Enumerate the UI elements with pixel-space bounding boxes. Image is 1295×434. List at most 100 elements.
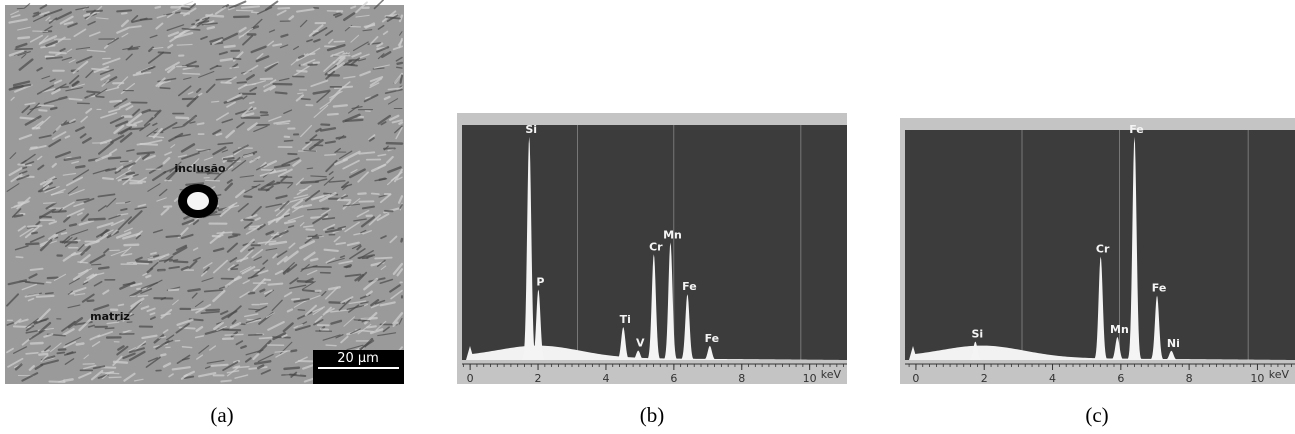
texture-stroke xyxy=(299,19,308,28)
texture-stroke xyxy=(302,225,314,228)
texture-stroke xyxy=(212,259,229,274)
x-tick-label: 4 xyxy=(1049,372,1056,385)
texture-stroke xyxy=(183,77,192,80)
texture-stroke xyxy=(325,286,339,300)
texture-stroke xyxy=(108,108,121,113)
texture-stroke xyxy=(283,109,293,114)
texture-stroke xyxy=(303,150,317,152)
texture-stroke xyxy=(24,161,35,166)
texture-stroke xyxy=(25,352,39,355)
texture-stroke xyxy=(31,231,38,235)
texture-stroke xyxy=(268,240,288,246)
texture-stroke xyxy=(387,176,397,186)
texture-stroke xyxy=(232,57,242,60)
texture-stroke xyxy=(15,42,28,49)
texture-stroke xyxy=(154,5,162,9)
texture-stroke xyxy=(92,365,106,370)
texture-stroke xyxy=(90,369,104,381)
texture-stroke xyxy=(212,146,227,156)
texture-stroke xyxy=(220,379,232,383)
annotation: inclusão xyxy=(174,162,226,175)
texture-stroke xyxy=(313,38,321,43)
texture-stroke xyxy=(258,336,273,340)
texture-stroke xyxy=(216,325,227,332)
texture-stroke xyxy=(235,189,246,199)
texture-stroke xyxy=(395,56,403,62)
texture-stroke xyxy=(43,98,59,105)
texture-stroke xyxy=(220,32,239,42)
texture-stroke xyxy=(80,213,90,222)
texture-stroke xyxy=(165,167,180,180)
texture-stroke xyxy=(28,365,35,371)
texture-stroke xyxy=(44,25,53,32)
texture-stroke xyxy=(273,120,291,125)
texture-stroke xyxy=(222,361,239,372)
texture-stroke xyxy=(214,6,227,15)
texture-stroke xyxy=(177,154,188,158)
texture-stroke xyxy=(194,335,205,339)
texture-stroke xyxy=(94,88,108,97)
texture-stroke xyxy=(209,36,224,43)
texture-stroke xyxy=(192,256,201,262)
texture-stroke xyxy=(27,297,35,302)
texture-stroke xyxy=(97,193,116,198)
texture-stroke xyxy=(325,70,336,80)
texture-stroke xyxy=(181,219,195,226)
texture-stroke xyxy=(222,202,238,211)
texture-stroke xyxy=(202,262,213,269)
texture-stroke xyxy=(299,222,305,227)
texture-stroke xyxy=(43,8,63,17)
texture-stroke xyxy=(10,10,20,16)
texture-stroke xyxy=(363,24,376,28)
texture-stroke xyxy=(6,293,20,307)
texture-stroke xyxy=(137,176,148,183)
texture-stroke xyxy=(210,100,220,103)
texture-stroke xyxy=(243,64,259,75)
texture-stroke xyxy=(209,345,217,351)
texture-stroke xyxy=(17,26,32,31)
texture-stroke xyxy=(116,345,129,356)
x-tick-label: 8 xyxy=(738,372,745,385)
texture-stroke xyxy=(101,79,110,87)
texture-stroke xyxy=(387,87,399,91)
texture-stroke xyxy=(62,328,75,336)
texture-stroke xyxy=(68,97,83,101)
texture-stroke xyxy=(282,267,290,275)
texture-stroke xyxy=(210,363,229,367)
texture-stroke xyxy=(238,26,247,33)
texture-stroke xyxy=(175,116,190,120)
scale-bar-label: 20 µm xyxy=(337,351,379,366)
texture-stroke xyxy=(86,9,103,13)
peak-label: Mn xyxy=(1110,323,1129,336)
texture-stroke xyxy=(156,14,167,19)
texture-stroke xyxy=(46,276,59,280)
texture-stroke xyxy=(192,219,200,226)
texture-stroke xyxy=(191,292,198,299)
texture-stroke xyxy=(28,273,38,279)
texture-stroke xyxy=(340,335,349,344)
texture-stroke xyxy=(166,24,185,31)
texture-stroke xyxy=(83,354,89,360)
texture-stroke xyxy=(396,66,403,69)
texture-stroke xyxy=(360,316,378,321)
texture-stroke xyxy=(122,281,136,286)
texture-stroke xyxy=(45,40,58,47)
texture-stroke xyxy=(6,183,20,192)
texture-stroke xyxy=(239,291,250,299)
texture-stroke xyxy=(75,126,85,132)
texture-stroke xyxy=(218,169,228,175)
texture-stroke xyxy=(38,321,52,334)
peak xyxy=(630,350,647,360)
texture-stroke xyxy=(242,153,254,158)
texture-stroke xyxy=(236,121,245,129)
texture-stroke xyxy=(338,150,353,160)
peak-label: P xyxy=(536,276,544,289)
texture-stroke xyxy=(42,179,53,188)
texture-stroke xyxy=(67,186,79,195)
texture-stroke xyxy=(372,67,385,70)
texture-stroke xyxy=(127,47,139,51)
texture-stroke xyxy=(328,180,346,183)
texture-stroke xyxy=(63,156,82,161)
texture-stroke xyxy=(180,143,196,153)
